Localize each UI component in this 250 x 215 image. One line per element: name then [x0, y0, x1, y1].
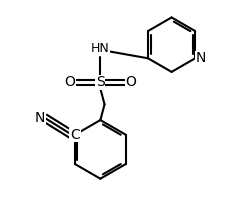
Text: HN: HN: [91, 42, 109, 55]
Text: S: S: [96, 75, 104, 89]
Text: C: C: [70, 128, 80, 142]
Text: O: O: [64, 75, 75, 89]
Text: N: N: [194, 51, 205, 65]
Text: N: N: [34, 111, 45, 125]
Text: O: O: [125, 75, 136, 89]
